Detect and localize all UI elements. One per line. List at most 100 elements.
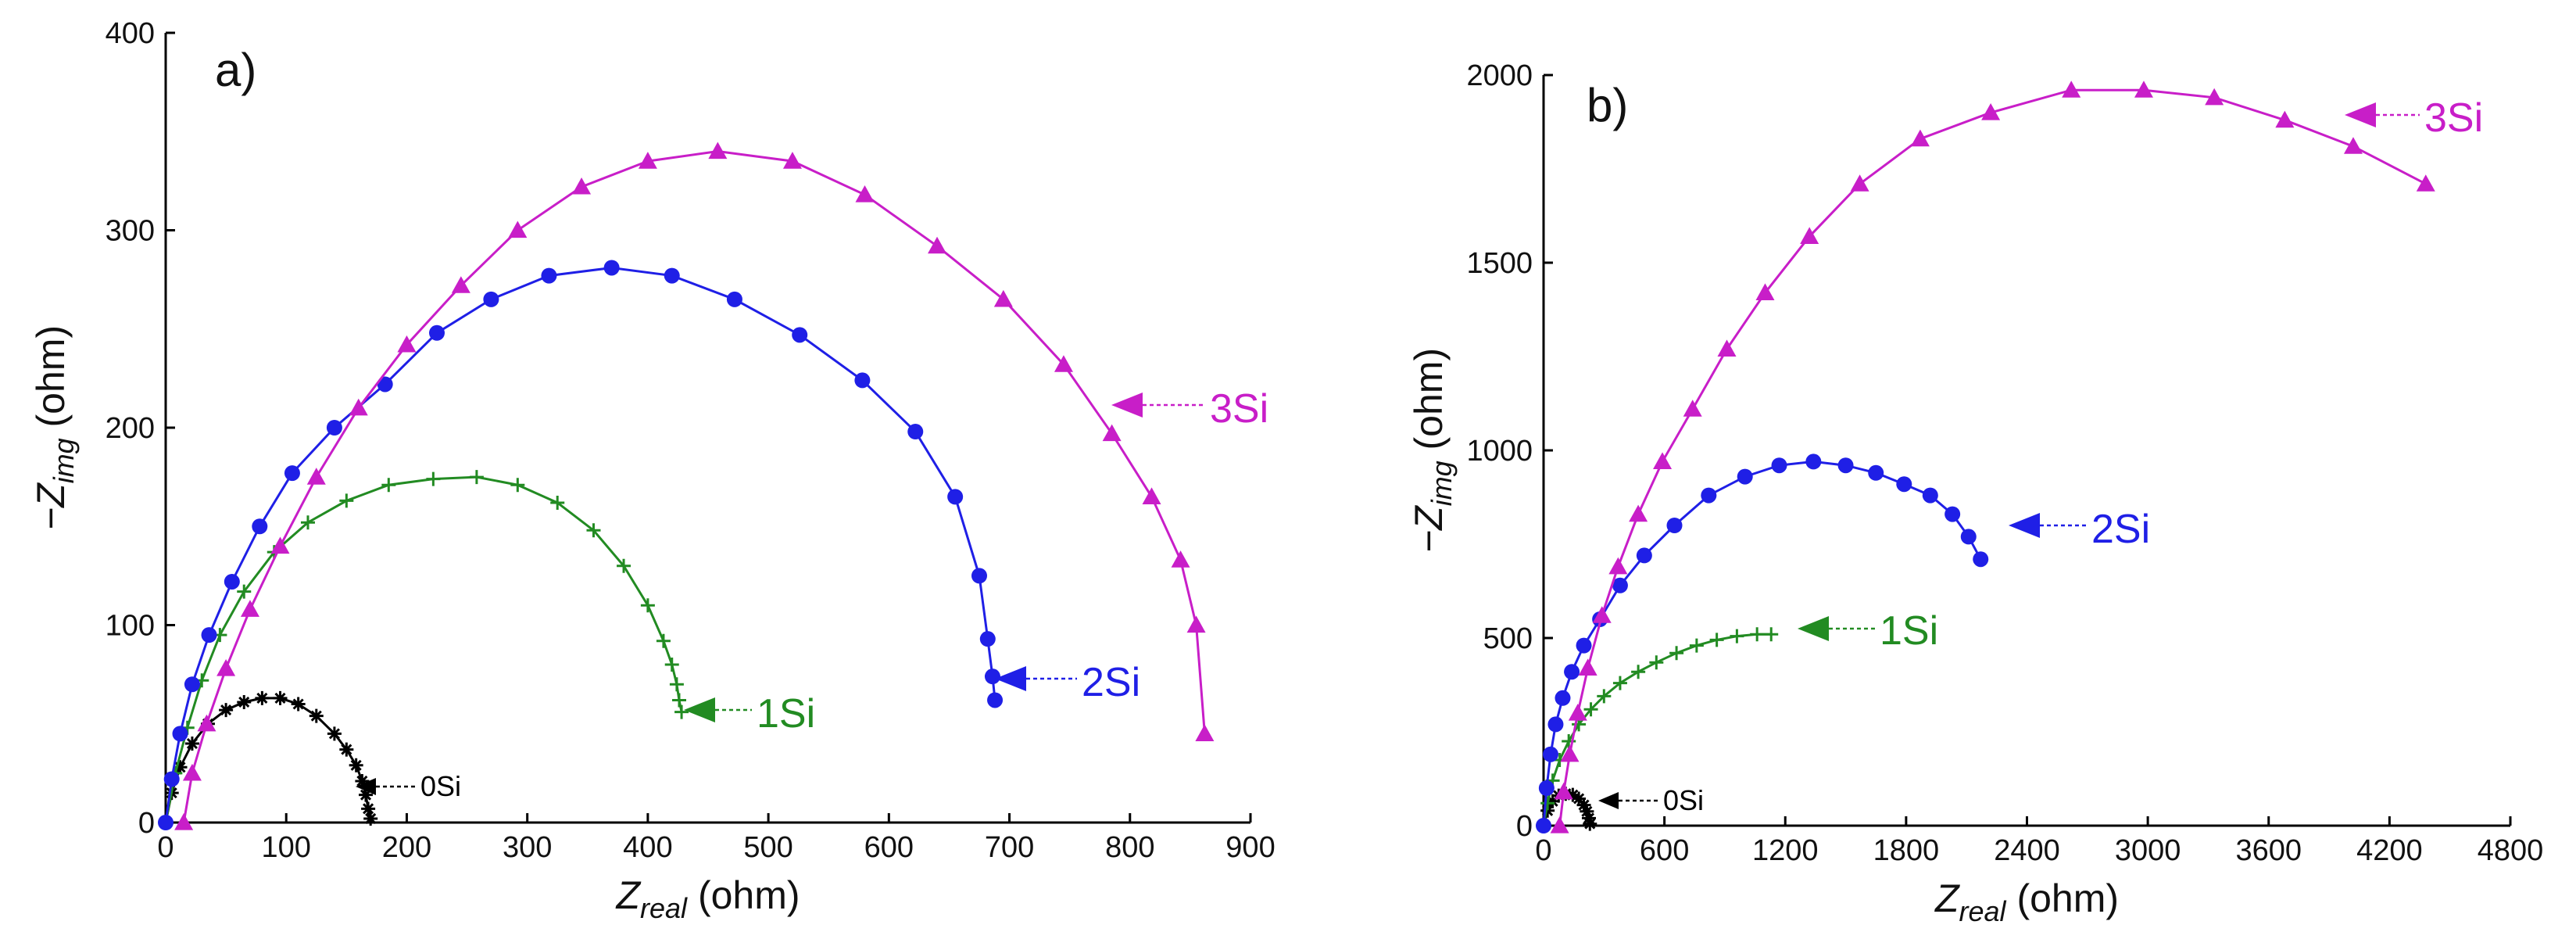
data-point (359, 787, 374, 802)
data-point (201, 627, 217, 643)
data-point (349, 398, 368, 416)
data-point (993, 289, 1013, 307)
data-point (1709, 633, 1724, 647)
annotation-arrowhead (995, 666, 1026, 691)
annotation-arrowhead (1111, 393, 1143, 418)
annotation-label: 1Si (757, 691, 815, 737)
x-tick-label: 300 (503, 831, 552, 864)
data-point (284, 465, 300, 482)
data-point (603, 260, 620, 276)
data-point (669, 677, 684, 692)
data-point (550, 495, 565, 510)
data-point (1565, 787, 1580, 802)
annotation-arrowhead (1798, 616, 1829, 641)
data-point (1636, 547, 1652, 564)
x-tick-label: 0 (1535, 834, 1551, 867)
x-tick-label: 1200 (1752, 834, 1819, 867)
data-point (1560, 744, 1580, 762)
data-point (252, 518, 268, 535)
y-tick-label: 400 (106, 17, 155, 50)
data-point (429, 324, 445, 341)
x-tick-label: 4800 (2478, 834, 2544, 867)
data-point (1653, 452, 1673, 469)
data-point (469, 470, 484, 485)
data-point (1576, 637, 1592, 654)
data-point (617, 558, 631, 573)
x-tick-label: 700 (985, 831, 1034, 864)
x-tick-label: 900 (1225, 831, 1275, 864)
y-tick-label: 300 (106, 215, 155, 248)
data-point (671, 693, 686, 708)
x-axis-title: Zreal (ohm) (1934, 876, 2119, 927)
data-point (381, 478, 396, 493)
data-point (979, 631, 996, 647)
annotation-2Si: 2Si (2009, 507, 2150, 552)
data-point (1543, 746, 1559, 762)
data-point (1717, 339, 1737, 357)
data-point (674, 704, 689, 719)
x-tick-label: 0 (157, 831, 174, 864)
x-tick-label: 400 (623, 831, 672, 864)
data-point (971, 568, 987, 584)
data-point (1554, 782, 1573, 800)
annotation-label: 3Si (1210, 386, 1268, 432)
annotation-label: 1Si (1880, 608, 1938, 654)
data-point (586, 523, 601, 538)
y-tick-label: 1500 (1466, 247, 1533, 280)
data-point (327, 726, 342, 741)
data-point (1945, 506, 1961, 522)
data-point (1666, 518, 1683, 533)
data-point (1540, 796, 1555, 811)
annotation-label: 0Si (1663, 784, 1704, 816)
data-point (1737, 468, 1753, 485)
data-point (984, 669, 1000, 685)
data-point (1837, 457, 1854, 474)
data-point (197, 714, 216, 732)
annotation-0Si: 0Si (1598, 784, 1704, 816)
data-point (1578, 658, 1597, 676)
data-point (541, 267, 557, 284)
data-point (1142, 487, 1161, 504)
data-point (237, 584, 252, 599)
data-point (928, 236, 947, 254)
data-point (255, 690, 270, 705)
data-point (163, 771, 180, 787)
data-point (291, 697, 306, 712)
data-point (1186, 615, 1206, 633)
data-point (184, 676, 200, 693)
annotation-2Si: 2Si (995, 660, 1140, 705)
data-point (1981, 103, 2001, 120)
data-point (907, 424, 924, 440)
data-point (1540, 803, 1555, 818)
data-point (1755, 283, 1775, 300)
data-point (397, 335, 417, 353)
annotation-label: 2Si (2091, 507, 2150, 552)
data-point (1612, 577, 1628, 593)
y-tick-label: 100 (106, 610, 155, 643)
data-point (361, 801, 376, 816)
y-tick-label: 2000 (1466, 59, 1533, 92)
y-tick-label: 200 (106, 412, 155, 445)
data-point (1102, 424, 1122, 442)
data-point (216, 659, 236, 676)
series-line (164, 266, 996, 823)
data-point (1195, 724, 1215, 741)
x-tick-label: 100 (262, 831, 311, 864)
data-point (172, 726, 188, 742)
data-point (1689, 638, 1704, 653)
data-point (947, 489, 964, 505)
data-point (1545, 794, 1560, 808)
data-point (987, 692, 1004, 708)
data-point (1538, 780, 1555, 796)
data-point (273, 690, 288, 705)
annotation-3Si: 3Si (2345, 95, 2483, 141)
x-tick-label: 3600 (2235, 834, 2302, 867)
annotation-label: 3Si (2424, 95, 2483, 141)
data-point (349, 758, 363, 772)
data-point (1608, 557, 1628, 575)
data-point (1701, 487, 1717, 504)
data-point (174, 813, 194, 830)
data-point (182, 763, 202, 781)
data-point (426, 471, 441, 486)
data-point (664, 658, 679, 672)
